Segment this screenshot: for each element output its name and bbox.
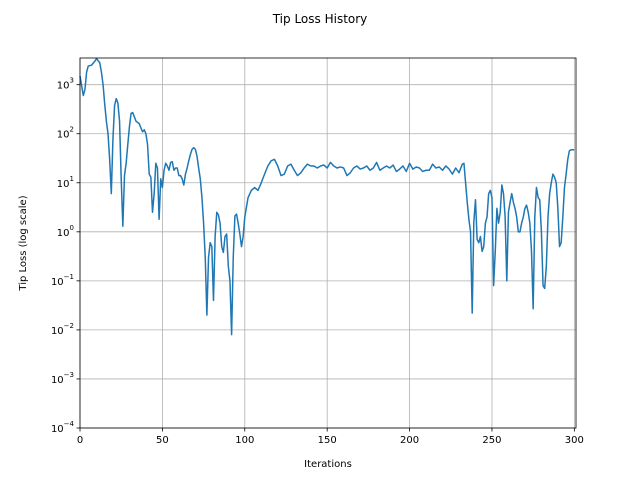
- y-tick-label: 102: [57, 126, 74, 141]
- y-tick-exponent: 3: [70, 77, 74, 85]
- y-tick-exponent: −3: [64, 371, 74, 379]
- x-tick-label: 200: [400, 435, 419, 446]
- y-tick-base: 10: [51, 424, 64, 435]
- x-tick-label: 0: [77, 435, 83, 446]
- y-tick-base: 10: [57, 228, 70, 239]
- y-tick-exponent: 1: [70, 175, 74, 183]
- x-tick-label: 150: [318, 435, 337, 446]
- y-tick-base: 10: [57, 130, 70, 141]
- y-tick-exponent: −1: [64, 273, 74, 281]
- grid-lines: [79, 58, 576, 429]
- y-tick-exponent: 0: [70, 224, 74, 232]
- y-tick-base: 10: [57, 179, 70, 190]
- y-tick-label: 103: [57, 77, 74, 92]
- y-tick-exponent: −4: [64, 420, 75, 428]
- x-tick-label: 300: [565, 435, 584, 446]
- y-axis-label: Tip Loss (log scale): [18, 195, 29, 291]
- y-tick-base: 10: [51, 375, 64, 386]
- y-tick-base: 10: [57, 81, 70, 92]
- plot-frame: [79, 57, 577, 429]
- chart-title: Tip Loss History: [272, 12, 368, 26]
- series-line-group: [79, 57, 575, 336]
- x-axis-ticks: 0 50 100 150 200 250 300: [77, 428, 584, 446]
- y-tick-base: 10: [51, 277, 64, 288]
- series-line: [79, 57, 575, 336]
- y-tick-base: 10: [51, 326, 64, 337]
- x-tick-label: 250: [482, 435, 501, 446]
- y-tick-label: 101: [57, 175, 74, 190]
- y-tick-exponent: 2: [70, 126, 74, 134]
- y-tick-label: 10−3: [51, 371, 74, 386]
- x-tick-label: 50: [156, 435, 169, 446]
- y-tick-label: 10−2: [51, 322, 74, 337]
- y-tick-label: 10−1: [51, 273, 74, 288]
- y-tick-label: 100: [57, 224, 74, 239]
- x-tick-label: 100: [235, 435, 254, 446]
- y-tick-exponent: −2: [64, 322, 74, 330]
- x-axis-label: Iterations: [304, 459, 352, 470]
- y-tick-label: 10−4: [51, 420, 75, 435]
